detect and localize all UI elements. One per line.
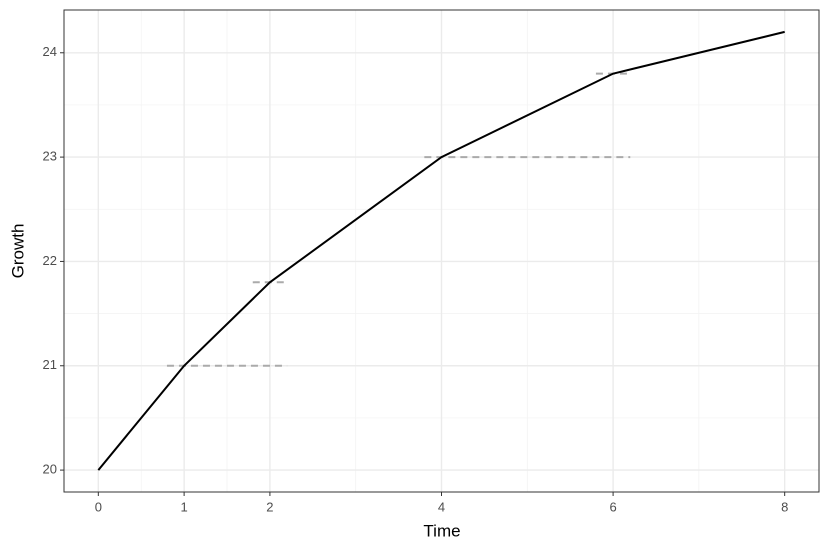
y-axis-title: Growth [8,224,27,279]
x-tick-label: 4 [438,499,445,514]
x-tick-label: 6 [609,499,616,514]
line [97,30,785,471]
y-tick-label: 22 [43,253,57,268]
x-tick-label: 1 [180,499,187,514]
y-tick-label: 24 [43,44,57,59]
panel-border [63,9,820,493]
y-tick-label: 21 [43,357,57,372]
y-tick-label: 20 [43,462,57,477]
y-tick-label: 23 [43,149,57,164]
x-axis-title: Time [423,521,460,540]
x-tick-label: 2 [266,499,273,514]
x-tick-label: 8 [781,499,788,514]
x-tick-label: 0 [95,499,102,514]
